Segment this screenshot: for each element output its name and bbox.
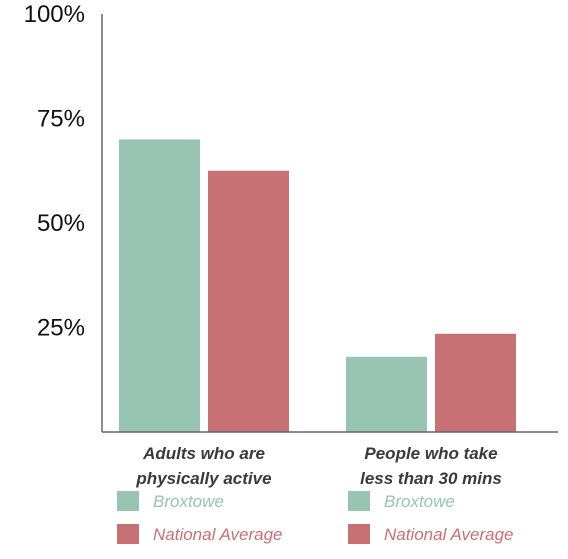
legend-label-broxtowe-2: Broxtowe — [384, 492, 455, 511]
bar-national-average-2 — [435, 333, 516, 432]
y-tick-label-75: 75% — [37, 106, 85, 133]
bar-broxtowe-2 — [346, 356, 427, 432]
legend-label-national-average-2: National Average — [384, 525, 513, 544]
bars — [119, 139, 516, 432]
y-axis-ticks: 25% 50% 75% 100% — [24, 1, 85, 342]
y-tick-label-100: 100% — [24, 1, 85, 28]
legends: Broxtowe National Average Broxtowe National… — [117, 491, 513, 544]
y-tick-label-50: 50% — [37, 210, 85, 237]
legend-label-national-average-1: National Average — [153, 525, 282, 544]
legend-label-broxtowe-1: Broxtowe — [153, 492, 224, 511]
legend-swatch-broxtowe-1 — [117, 491, 139, 511]
legend-swatch-broxtowe-2 — [348, 491, 370, 511]
legend-swatch-national-average-2 — [348, 524, 370, 544]
bar-national-average-1 — [208, 170, 289, 432]
y-tick-label-25: 25% — [37, 315, 85, 342]
legend-swatch-national-average-1 — [117, 524, 139, 544]
category-label-1: Adults who are physically active — [135, 444, 271, 488]
category-labels: Adults who are physically active People wh… — [135, 444, 501, 488]
bar-broxtowe-1 — [119, 139, 200, 432]
category-label-2: People who take less than 30 mins — [360, 444, 502, 488]
axes — [101, 14, 558, 433]
